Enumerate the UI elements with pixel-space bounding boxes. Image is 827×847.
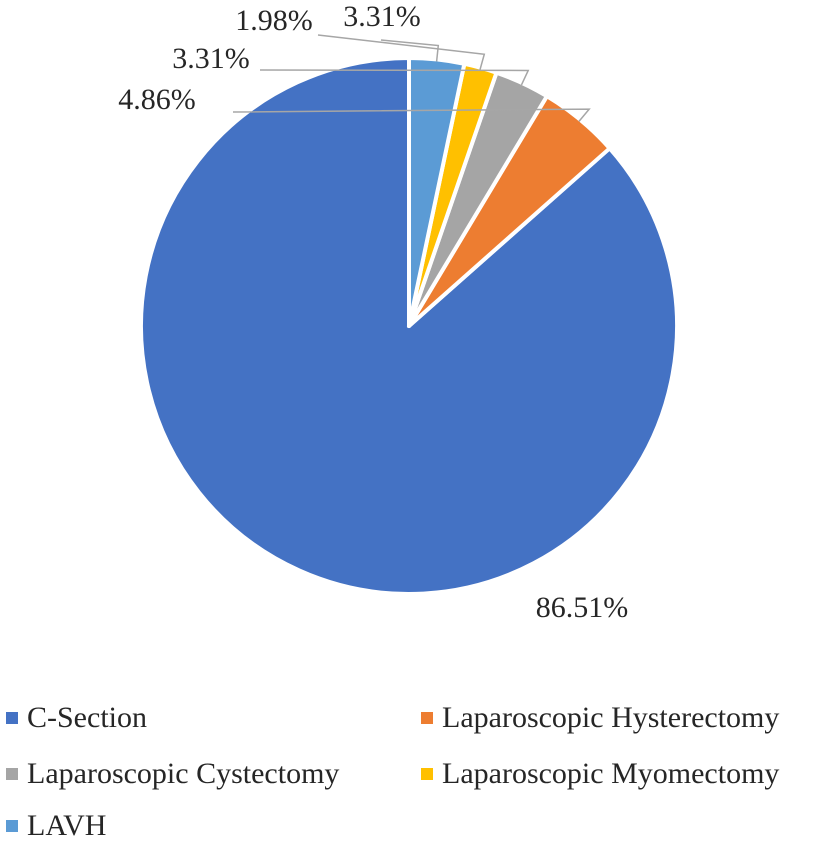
pie-slices xyxy=(139,56,679,596)
leader-line-lavh xyxy=(380,39,440,62)
legend-label-c-section: C-Section xyxy=(27,701,147,734)
data-label-lavh: 3.31% xyxy=(343,0,421,33)
leader-line-laparoscopic-hysterectomy xyxy=(232,108,591,122)
data-label-laparoscopic-cystectomy: 3.31% xyxy=(172,42,250,75)
legend-swatch-lavh xyxy=(6,820,18,832)
data-label-c-section: 86.51% xyxy=(536,591,629,624)
data-labels: 86.51% 4.86% 3.31% 1.98% 3.31% xyxy=(118,0,628,624)
legend-item-laparoscopic-hysterectomy[interactable]: Laparoscopic Hysterectomy xyxy=(421,698,779,738)
legend-swatch-laparoscopic-cystectomy xyxy=(6,768,18,780)
legend-label-lavh: LAVH xyxy=(27,809,107,842)
legend-item-c-section[interactable]: C-Section xyxy=(6,698,147,738)
legend: C-Section Laparoscopic Hysterectomy Lapa… xyxy=(0,690,827,847)
legend-label-laparoscopic-myomectomy: Laparoscopic Myomectomy xyxy=(442,757,780,790)
leader-line-laparoscopic-cystectomy xyxy=(259,69,530,86)
leader-lines xyxy=(232,34,591,122)
legend-swatch-laparoscopic-hysterectomy xyxy=(421,712,433,724)
legend-swatch-laparoscopic-myomectomy xyxy=(421,768,433,780)
data-label-laparoscopic-myomectomy: 1.98% xyxy=(235,4,313,37)
legend-item-laparoscopic-cystectomy[interactable]: Laparoscopic Cystectomy xyxy=(6,754,339,794)
legend-label-laparoscopic-cystectomy: Laparoscopic Cystectomy xyxy=(27,757,340,790)
pie-chart: 86.51% 4.86% 3.31% 1.98% 3.31% xyxy=(118,0,679,624)
legend-swatch-c-section xyxy=(6,712,18,724)
data-label-laparoscopic-hysterectomy: 4.86% xyxy=(118,83,196,116)
leader-line-laparoscopic-myomectomy xyxy=(317,34,486,70)
legend-label-laparoscopic-hysterectomy: Laparoscopic Hysterectomy xyxy=(442,701,780,734)
legend-item-lavh[interactable]: LAVH xyxy=(6,806,106,846)
legend-item-laparoscopic-myomectomy[interactable]: Laparoscopic Myomectomy xyxy=(421,754,779,794)
